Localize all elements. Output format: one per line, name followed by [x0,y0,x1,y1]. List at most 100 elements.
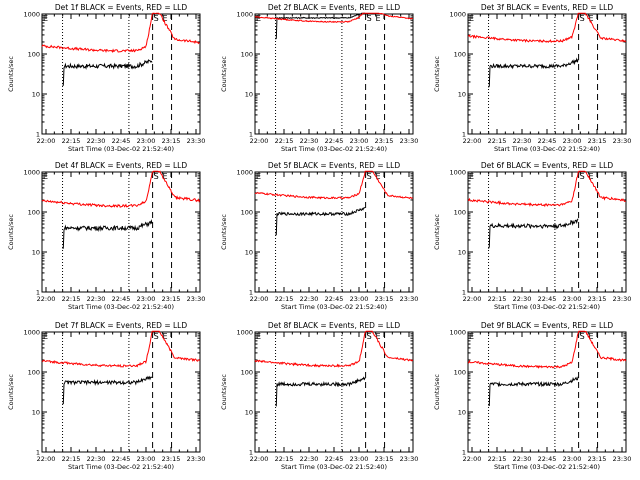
x-tick-label: 22:45 [538,137,557,145]
lld-series-line [467,12,627,43]
x-tick-label: 22:15 [488,137,507,145]
y-tick-label: 10 [458,409,466,417]
lld-series-line [254,330,414,368]
x-tick-label: 22:15 [275,295,294,303]
plot-frame [467,13,627,135]
y-axis-label: Counts/sec [433,374,441,410]
y-tick-label: 10 [32,91,40,99]
y-tick-label: 1 [36,449,40,457]
panel-title: Det 5f BLACK = Events, RED = LLD [268,161,401,170]
x-tick-label: 22:45 [112,295,131,303]
x-tick-label: 22:15 [62,295,81,303]
detector-panel-7: Det 7f BLACK = Events, RED = LLD 1 10 100 10… [7,321,205,471]
x-tick-label: 22:45 [112,455,131,463]
marker-E: E [469,332,474,341]
x-tick-label: 22:15 [488,295,507,303]
y-tick-label: 1 [36,131,40,139]
x-tick-label: 22:00 [37,455,56,463]
x-tick-label: 22:30 [300,295,319,303]
y-tick-label: 1000 [23,169,40,177]
x-tick-label: 23:00 [137,137,156,145]
detector-panel-1: Det 1f BLACK = Events, RED = LLD 1 10 100 10… [7,3,205,153]
x-tick-label: 22:30 [300,137,319,145]
detector-panel-3: Det 3f BLACK = Events, RED = LLD 1 10 100 10… [433,3,631,153]
y-axis-label: Counts/sec [433,56,441,92]
y-tick-label: 1 [462,289,466,297]
marker-E: E [376,172,381,181]
x-tick-label: 23:00 [563,137,582,145]
x-axis-label: Start Time (03-Dec-02 21:52:40) [68,303,174,311]
x-tick-label: 23:30 [187,295,206,303]
y-axis-label: Counts/sec [433,214,441,250]
x-tick-label: 22:15 [62,455,81,463]
x-tick-label: 22:00 [250,137,269,145]
x-tick-label: 23:30 [400,455,419,463]
y-tick-label: 10 [245,91,253,99]
lld-series-line [41,330,201,368]
x-tick-label: 22:45 [112,137,131,145]
panel-title: Det 8f BLACK = Events, RED = LLD [268,321,401,330]
x-tick-label: 23:00 [137,295,156,303]
detector-panel-2: Det 2f BLACK = Events, RED = LLD 1 10 100 10… [220,3,418,153]
marker-S: S [580,14,585,23]
marker-S: S [367,332,372,341]
marker-E: E [43,332,48,341]
events-series-line [488,57,579,88]
detector-panel-4: Det 4f BLACK = Events, RED = LLD 1 10 100 10… [7,161,205,311]
events-series-line [488,218,579,249]
x-tick-label: 23:30 [187,137,206,145]
y-tick-label: 10 [245,409,253,417]
x-axis-label: Start Time (03-Dec-02 21:52:40) [281,303,387,311]
y-axis-label: Counts/sec [220,56,228,92]
x-tick-label: 23:00 [563,295,582,303]
x-axis-label: Start Time (03-Dec-02 21:52:40) [281,463,387,471]
events-series-line [275,376,366,407]
lld-series-line [254,12,413,24]
x-tick-label: 23:15 [162,295,181,303]
marker-E: E [163,332,168,341]
x-tick-label: 22:45 [538,295,557,303]
marker-S: S [154,14,159,23]
y-tick-label: 1000 [236,11,253,19]
marker-E: E [469,172,474,181]
x-tick-label: 23:30 [400,295,419,303]
marker-S: S [580,332,585,341]
marker-E: E [256,172,261,181]
panel-title: Det 9f BLACK = Events, RED = LLD [481,321,614,330]
x-tick-label: 23:15 [588,295,607,303]
x-tick-label: 22:00 [463,137,482,145]
lld-series-line [467,330,627,369]
x-tick-label: 22:00 [37,137,56,145]
x-tick-label: 23:00 [137,455,156,463]
x-tick-label: 23:15 [588,455,607,463]
x-tick-label: 22:45 [325,455,344,463]
x-tick-label: 22:15 [488,455,507,463]
x-tick-label: 22:30 [513,137,532,145]
y-tick-label: 1000 [236,329,253,337]
marker-E: E [589,172,594,181]
panel-title: Det 4f BLACK = Events, RED = LLD [55,161,188,170]
x-tick-label: 23:15 [375,455,394,463]
panel-title: Det 3f BLACK = Events, RED = LLD [481,3,614,12]
marker-S: S [367,14,372,23]
x-tick-label: 23:00 [563,455,582,463]
y-tick-label: 100 [241,51,253,59]
marker-E: E [376,332,381,341]
x-tick-label: 22:00 [250,295,269,303]
y-tick-label: 1000 [449,11,466,19]
marker-S: S [367,172,372,181]
y-tick-label: 1 [249,449,253,457]
x-tick-label: 23:30 [613,455,632,463]
x-tick-label: 23:30 [613,295,632,303]
x-axis-label: Start Time (03-Dec-02 21:52:40) [494,463,600,471]
plot-frame [41,331,201,453]
x-tick-label: 23:30 [613,137,632,145]
y-tick-label: 100 [28,51,40,59]
detector-panel-6: Det 6f BLACK = Events, RED = LLD 1 10 100 10… [433,161,631,311]
plot-frame [254,13,414,135]
detector-panel-8: Det 8f BLACK = Events, RED = LLD 1 10 100 10… [220,321,418,471]
y-tick-label: 100 [241,209,253,217]
lld-series-line [254,170,413,200]
y-axis-label: Counts/sec [7,214,15,250]
events-series-line [488,376,579,407]
